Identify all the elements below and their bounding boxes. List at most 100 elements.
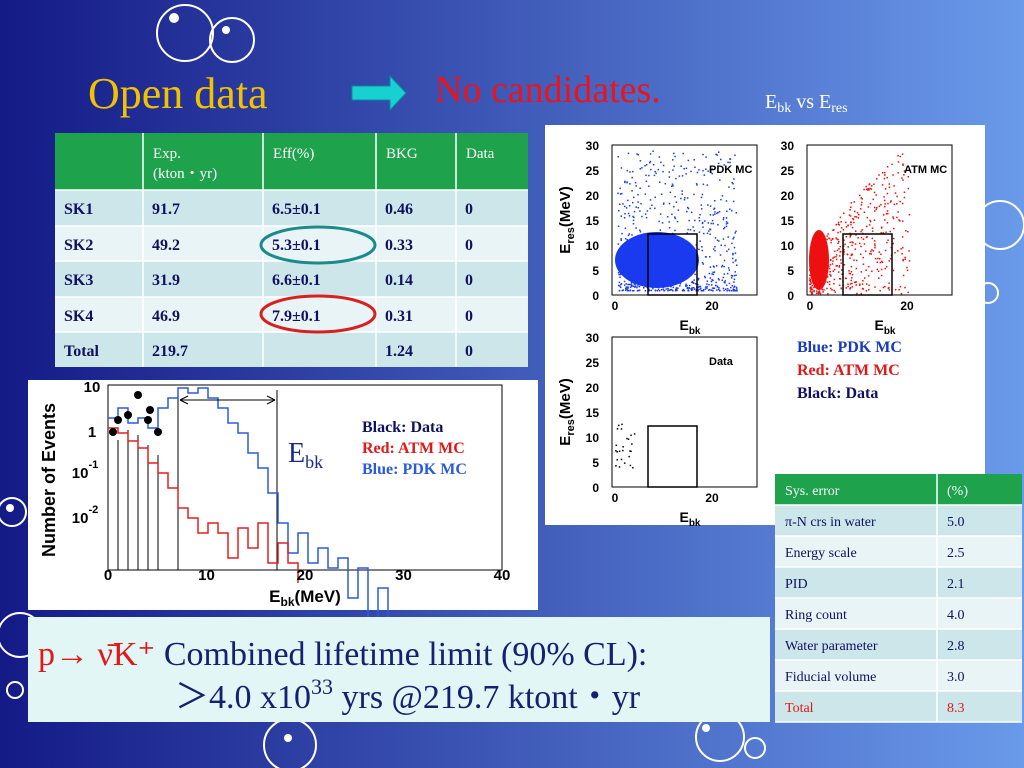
scatter-dot	[710, 280, 713, 283]
scatter-dot	[896, 203, 898, 205]
scatter-dot	[725, 288, 727, 290]
scatter-dot	[646, 286, 648, 288]
scatter-dot	[866, 235, 868, 238]
scatter-dot	[896, 216, 898, 219]
scatter-dot	[855, 267, 858, 270]
scatter-dot	[664, 182, 667, 185]
scatter-dot	[893, 203, 896, 206]
scatter-dot	[624, 213, 626, 215]
pdk-histogram	[108, 387, 399, 648]
scatter-dot	[698, 216, 701, 219]
scatter-dot	[700, 208, 703, 210]
scatter-dot	[672, 185, 674, 187]
cell: Energy scale	[785, 546, 857, 561]
scatter-dot	[859, 253, 862, 256]
cell: 0	[465, 201, 473, 218]
scatter-dot	[631, 279, 633, 282]
scatter-dot	[894, 288, 897, 291]
scatter-dot	[685, 241, 688, 243]
scatter-dot	[729, 286, 732, 289]
scatter-dot	[630, 273, 632, 275]
cell: Total	[785, 701, 814, 716]
conclusion-box	[28, 617, 770, 722]
scatter-dot	[682, 289, 684, 292]
legend-entry: Blue: PDK MC	[797, 339, 902, 356]
scatter-dot	[876, 178, 878, 180]
scatter-dot	[698, 231, 701, 233]
scatter-dot	[632, 215, 634, 218]
scatter-dot	[837, 223, 840, 226]
label-sub: res	[565, 419, 577, 436]
scatter-dot	[869, 187, 871, 190]
panel-label: ATM MC	[904, 164, 947, 176]
scatter-dot	[810, 286, 812, 288]
scatter-dot	[630, 277, 632, 279]
scatter-dot	[645, 180, 648, 183]
scatter-dot	[630, 274, 633, 277]
scatter-dot	[732, 288, 734, 290]
scatter-dot	[686, 197, 689, 199]
scatter-dot	[716, 286, 719, 288]
scatter-dot	[673, 205, 675, 208]
scatter-dot	[854, 243, 857, 245]
scatter-dot	[708, 289, 711, 291]
cell: 219.7	[152, 343, 188, 360]
scatter-dot	[684, 197, 686, 199]
scatter-dot	[888, 289, 891, 291]
scatter-dot	[855, 259, 858, 262]
scatter-dot	[814, 255, 817, 257]
scatter-dot	[840, 269, 843, 271]
cell: 91.7	[152, 201, 180, 218]
scatter-dot	[691, 281, 693, 284]
cell: 0	[465, 343, 473, 360]
scatter-dot	[686, 232, 688, 234]
scatter-dot	[849, 257, 851, 259]
conclusion-line1: p→ ν̄K⁺ Combined lifetime limit (90% CL)…	[38, 636, 647, 673]
scatter-dot	[676, 279, 679, 282]
scatter-dot	[719, 179, 721, 181]
scatter-dot	[839, 255, 841, 257]
scatter-dot	[618, 450, 621, 453]
scatter-dot	[836, 238, 838, 241]
scatter-dot	[875, 194, 877, 196]
scatter-dot	[629, 171, 631, 173]
scatter-dot	[669, 270, 672, 272]
scatter-dot	[723, 164, 725, 166]
scatter-dot	[617, 192, 619, 195]
scatter-dot	[634, 281, 636, 284]
scatter-dot	[620, 239, 623, 242]
scatter-dot	[733, 178, 735, 180]
y-tick-label: 5	[592, 456, 599, 470]
scatter-dot	[675, 268, 678, 271]
scatter-dot	[884, 267, 887, 270]
scatter-dot	[820, 278, 823, 280]
scatter-dot	[826, 265, 828, 267]
scatter-dot	[687, 262, 689, 265]
scatter-dot	[877, 257, 879, 260]
scatter-dot	[815, 279, 817, 282]
scatter-dot	[717, 162, 720, 165]
scatter-dot	[816, 277, 818, 279]
scatter-dot	[688, 255, 691, 258]
scatter-dot	[850, 223, 852, 226]
scatter-dot	[845, 226, 848, 228]
y-tick-label: 15	[586, 406, 600, 420]
scatter-dot	[690, 288, 692, 290]
scatter-dot	[733, 187, 735, 190]
scatter-dot	[629, 255, 632, 257]
scatter-dot	[732, 238, 734, 240]
scatter-dot	[835, 258, 838, 261]
scatter-dot	[623, 284, 626, 286]
scatter-dot	[853, 259, 855, 261]
scatter-dot	[624, 272, 627, 274]
scatter-dot	[713, 207, 716, 210]
scatter-dot	[817, 249, 819, 252]
scatter-dot	[674, 276, 677, 279]
scatter-dot	[633, 282, 635, 285]
scatter-dot	[657, 288, 660, 290]
header-cell: BKG	[386, 146, 418, 162]
scatter-dot	[866, 216, 869, 219]
scatter-dot	[883, 199, 886, 202]
scatter-dot	[687, 207, 690, 210]
scatter-dot	[899, 285, 902, 288]
